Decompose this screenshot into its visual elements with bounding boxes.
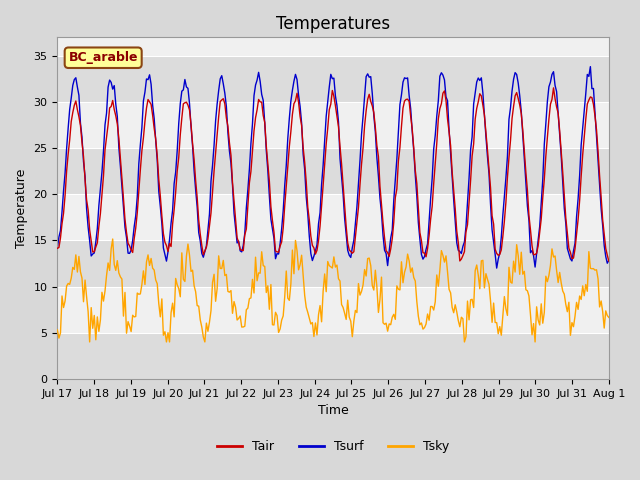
Bar: [58, 194, 609, 240]
Bar: [58, 56, 609, 102]
Bar: [58, 240, 609, 287]
Bar: [58, 333, 609, 379]
Legend: Tair, Tsurf, Tsky: Tair, Tsurf, Tsky: [212, 435, 454, 458]
Bar: [58, 102, 609, 148]
Bar: [58, 148, 609, 194]
Text: BC_arable: BC_arable: [68, 51, 138, 64]
Y-axis label: Temperature: Temperature: [15, 168, 28, 248]
Bar: [58, 287, 609, 333]
Title: Temperatures: Temperatures: [276, 15, 390, 33]
X-axis label: Time: Time: [317, 404, 349, 417]
